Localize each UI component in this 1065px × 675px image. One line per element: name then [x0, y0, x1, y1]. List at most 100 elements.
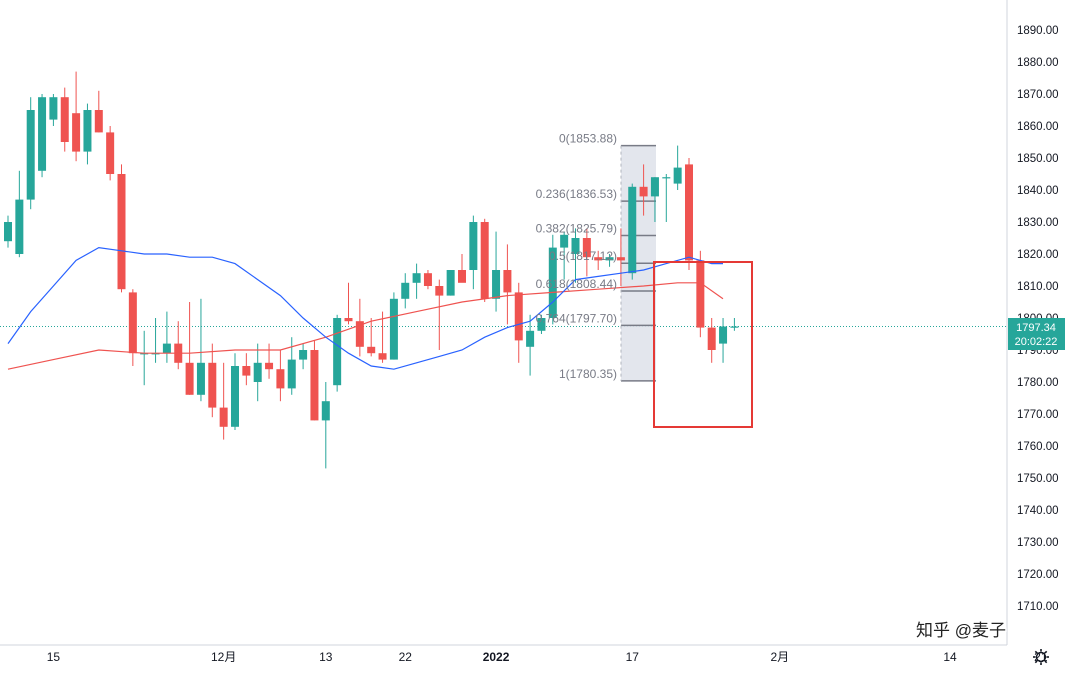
candlestick-series — [4, 71, 739, 469]
price-tick-label: 1840.00 — [1017, 185, 1059, 197]
candle — [719, 318, 728, 363]
candle-body — [242, 366, 251, 376]
candle-body — [719, 326, 728, 344]
candle-body — [196, 362, 205, 395]
candle — [231, 353, 239, 430]
candle — [128, 289, 137, 366]
candle — [60, 87, 69, 152]
candle — [605, 254, 614, 267]
candle — [196, 298, 205, 402]
candle — [49, 94, 58, 126]
candle — [185, 302, 194, 395]
candle-body — [730, 326, 739, 328]
time-tick-label: 14 — [943, 650, 957, 664]
price-tick-label: 1740.00 — [1017, 505, 1059, 517]
candle-body — [526, 330, 535, 347]
candle-body — [639, 186, 648, 197]
candle — [15, 170, 24, 258]
candle-body — [446, 270, 455, 296]
candle-body — [480, 222, 489, 299]
candle — [571, 228, 580, 283]
candle — [355, 298, 364, 357]
candle — [492, 231, 501, 312]
candle — [38, 94, 47, 178]
candle-body — [560, 234, 569, 248]
candle-body — [401, 282, 410, 299]
candle-body — [662, 177, 671, 179]
candle-body — [94, 110, 103, 133]
price-axis[interactable]: 1710.00 1720.00 1730.00 1740.00 1750.00 1760.… — [1017, 25, 1059, 613]
fib-level-label: 0.382(1825.79) — [536, 221, 617, 235]
time-tick-label: 2月 — [770, 650, 789, 664]
candle-body — [594, 257, 603, 261]
candle — [503, 244, 512, 325]
candle-body — [571, 238, 580, 254]
candle-body — [492, 270, 501, 299]
candle-body — [276, 369, 285, 389]
price-tick-label: 1770.00 — [1017, 409, 1059, 421]
candle — [378, 311, 387, 363]
candle — [208, 343, 217, 418]
candle — [219, 362, 228, 440]
bar-countdown: 20:02:22 — [1015, 336, 1058, 348]
current-price-value: 1797.34 — [1016, 322, 1056, 334]
candle — [685, 158, 693, 270]
candle-body — [412, 273, 421, 283]
candle-body — [616, 257, 625, 261]
fib-level-label: 0.5(1817.12) — [549, 249, 617, 263]
candle — [162, 311, 171, 363]
price-tick-label: 1760.00 — [1017, 441, 1059, 453]
price-tick-label: 1850.00 — [1017, 153, 1059, 165]
candle-body — [548, 247, 557, 318]
candle — [151, 318, 160, 363]
candle-body — [162, 343, 171, 354]
price-tick-label: 1890.00 — [1017, 25, 1059, 37]
candle-body — [503, 270, 512, 293]
candle-body — [696, 260, 705, 328]
time-tick-label: 13 — [319, 650, 333, 664]
candle — [310, 340, 319, 421]
candle-body — [367, 346, 376, 354]
candle-body — [650, 177, 659, 197]
candle-body — [378, 353, 387, 360]
candle-body — [333, 318, 342, 386]
candle-body — [685, 164, 693, 261]
price-tick-label: 1830.00 — [1017, 217, 1059, 229]
candle-body — [265, 362, 274, 370]
candle — [26, 97, 35, 210]
candle — [4, 215, 12, 248]
candle — [616, 228, 625, 286]
current-price-badge — [1008, 318, 1065, 350]
candle-body — [707, 327, 716, 350]
price-tick-label: 1880.00 — [1017, 57, 1059, 69]
candle-body — [106, 132, 115, 174]
candle-body — [628, 186, 637, 274]
candle — [174, 321, 183, 370]
time-tick-label: 22 — [399, 650, 413, 664]
fib-level-label: 0.764(1797.70) — [536, 311, 617, 325]
price-tick-label: 1860.00 — [1017, 121, 1059, 133]
candle — [412, 263, 421, 299]
fib-level-label: 0(1853.88) — [559, 132, 617, 146]
watermark-halo: 知乎 @麦子 — [916, 621, 1006, 640]
candle-body — [60, 97, 69, 142]
candle — [639, 164, 648, 216]
fibonacci-retracement[interactable] — [620, 144, 656, 382]
candle — [673, 145, 682, 190]
candle-body — [469, 222, 478, 270]
settings-gear-icon[interactable] — [1033, 649, 1049, 665]
time-axis[interactable]: 1512月13222022172月14213月 — [47, 650, 1065, 664]
candle — [344, 282, 353, 325]
moving-average-lines — [7, 246, 724, 370]
highlight-rectangle[interactable] — [653, 261, 753, 428]
candle — [446, 270, 455, 296]
moving-average-red — [7, 282, 724, 370]
candle-body — [389, 298, 398, 360]
candle — [140, 330, 149, 386]
candle-body — [299, 350, 308, 360]
candle-body — [231, 366, 239, 427]
candle — [72, 71, 81, 162]
candle — [730, 318, 739, 331]
